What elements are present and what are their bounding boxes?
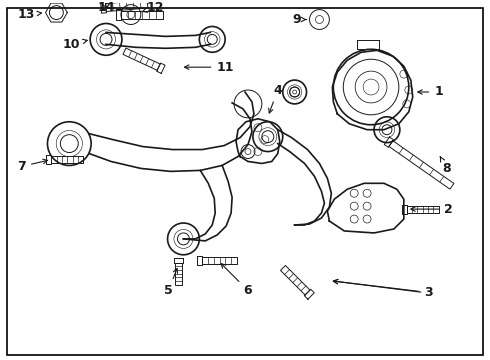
Text: 13: 13 [18,8,42,21]
Text: 2: 2 [411,203,453,216]
Text: 10: 10 [63,38,87,51]
Text: 11: 11 [185,61,234,74]
Text: 14: 14 [98,1,115,14]
Text: 4: 4 [269,84,282,113]
Text: 6: 6 [221,264,252,297]
Text: 5: 5 [164,269,177,297]
Text: 12: 12 [142,1,165,14]
Text: 8: 8 [440,157,451,175]
Text: 7: 7 [17,159,48,173]
Text: 1: 1 [418,85,443,99]
Text: 9: 9 [293,13,307,26]
Text: 3: 3 [333,279,433,299]
